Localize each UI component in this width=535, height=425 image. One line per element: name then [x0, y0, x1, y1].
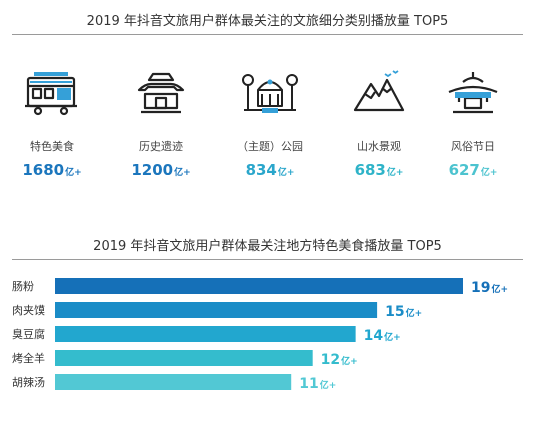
category-item-festival: 风俗节日 627亿+	[421, 68, 525, 179]
category-item-landscape: 山水景观 683亿+	[327, 68, 431, 179]
category-label: 特色美食	[30, 140, 74, 153]
category-value: 1680	[22, 161, 65, 179]
bar	[55, 326, 356, 342]
bar-category-label: 臭豆腐	[12, 327, 45, 341]
category-item-food: 特色美食 1680亿+	[0, 68, 104, 179]
bar-value-label: 19亿+	[471, 280, 508, 296]
train-icon	[25, 72, 77, 116]
bar-value-label: 14亿+	[364, 328, 401, 344]
bar-value-label: 11亿+	[299, 376, 336, 392]
pavilion-icon	[137, 72, 185, 114]
category-unit: 亿+	[277, 168, 295, 178]
bar-category-label: 烤全羊	[12, 351, 45, 365]
category-value: 627	[448, 161, 480, 179]
chart-title-categories: 2019 年抖音文旅用户群体最关注的文旅细分类别播放量 TOP5	[86, 14, 449, 29]
title-rule-top	[12, 34, 523, 35]
category-value: 834	[245, 161, 277, 179]
bar-value-label: 12亿+	[321, 352, 358, 368]
category-value-group: 683亿+	[327, 160, 431, 179]
bar	[55, 374, 292, 390]
category-item-park: （主题）公园 834亿+	[218, 68, 322, 179]
bar	[55, 278, 463, 294]
bar-value-label: 15亿+	[385, 304, 422, 320]
category-label: 风俗节日	[451, 140, 495, 153]
category-value-group: 1200亿+	[109, 160, 213, 179]
category-unit: 亿+	[174, 168, 191, 178]
bar-category-label: 肉夹馍	[12, 304, 45, 317]
category-value-group: 834亿+	[218, 160, 322, 179]
chart-title-food: 2019 年抖音文旅用户群体最关注地方特色美食播放量 TOP5	[93, 239, 442, 254]
category-value: 683	[354, 161, 386, 179]
category-label: 山水景观	[357, 140, 401, 153]
temple-icon	[448, 72, 498, 114]
bar-category-label: 肠粉	[12, 280, 34, 293]
category-item-history: 历史遗迹 1200亿+	[109, 68, 213, 179]
category-label: 历史遗迹	[139, 140, 183, 153]
category-value-group: 627亿+	[421, 160, 525, 179]
category-value: 1200	[131, 161, 174, 179]
title-rule-bottom	[12, 259, 523, 260]
category-unit: 亿+	[386, 168, 404, 178]
bar	[55, 302, 378, 318]
bar-category-label: 胡辣汤	[12, 375, 45, 389]
category-value-group: 1680亿+	[0, 160, 104, 179]
category-unit: 亿+	[480, 168, 498, 178]
bar	[55, 350, 313, 366]
mountain-icon	[353, 70, 405, 112]
bar-chart: 肠粉 19亿+ 肉夹馍 15亿+ 臭豆腐 14亿+ 烤全羊 12亿+ 胡辣汤 11亿+	[12, 278, 508, 392]
category-unit: 亿+	[65, 168, 82, 178]
category-label: （主题）公园	[237, 140, 303, 153]
park-icon	[242, 74, 298, 113]
